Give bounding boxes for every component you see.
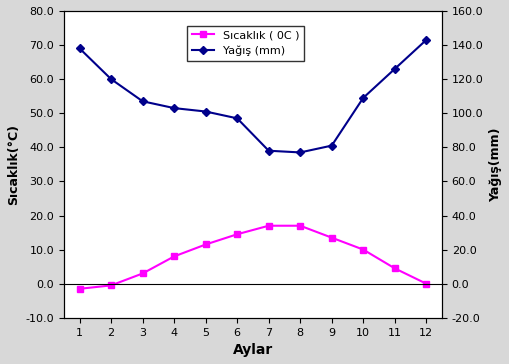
Yağış (mm) bbox=[108, 77, 114, 81]
Yağış (mm) bbox=[234, 116, 240, 120]
Yağış (mm) bbox=[329, 143, 335, 148]
Legend: Sıcaklık ( 0C ), Yağış (mm): Sıcaklık ( 0C ), Yağış (mm) bbox=[187, 26, 304, 61]
Sıcaklık ( 0C ) bbox=[108, 283, 114, 288]
Sıcaklık ( 0C ) bbox=[139, 271, 146, 276]
Sıcaklık ( 0C ) bbox=[423, 281, 429, 286]
Yağış (mm) bbox=[360, 96, 366, 100]
Yağış (mm) bbox=[297, 150, 303, 155]
Yağış (mm) bbox=[392, 67, 398, 71]
Line: Sıcaklık ( 0C ): Sıcaklık ( 0C ) bbox=[77, 223, 429, 292]
Line: Yağış (mm): Yağış (mm) bbox=[77, 37, 429, 155]
X-axis label: Aylar: Aylar bbox=[233, 343, 273, 357]
Sıcaklık ( 0C ) bbox=[76, 286, 82, 291]
Yağış (mm) bbox=[76, 46, 82, 51]
Yağış (mm) bbox=[266, 149, 272, 153]
Sıcaklık ( 0C ) bbox=[329, 236, 335, 240]
Yağış (mm) bbox=[423, 38, 429, 42]
Yağış (mm) bbox=[171, 106, 177, 110]
Sıcaklık ( 0C ) bbox=[234, 232, 240, 237]
Yağış (mm) bbox=[203, 109, 209, 114]
Sıcaklık ( 0C ) bbox=[266, 223, 272, 228]
Sıcaklık ( 0C ) bbox=[171, 254, 177, 258]
Y-axis label: Sıcaklık(°C): Sıcaklık(°C) bbox=[7, 124, 20, 205]
Sıcaklık ( 0C ) bbox=[392, 266, 398, 270]
Y-axis label: Yağış(mm): Yağış(mm) bbox=[489, 127, 502, 202]
Sıcaklık ( 0C ) bbox=[297, 223, 303, 228]
Yağış (mm) bbox=[139, 99, 146, 103]
Sıcaklık ( 0C ) bbox=[203, 242, 209, 247]
Sıcaklık ( 0C ) bbox=[360, 248, 366, 252]
